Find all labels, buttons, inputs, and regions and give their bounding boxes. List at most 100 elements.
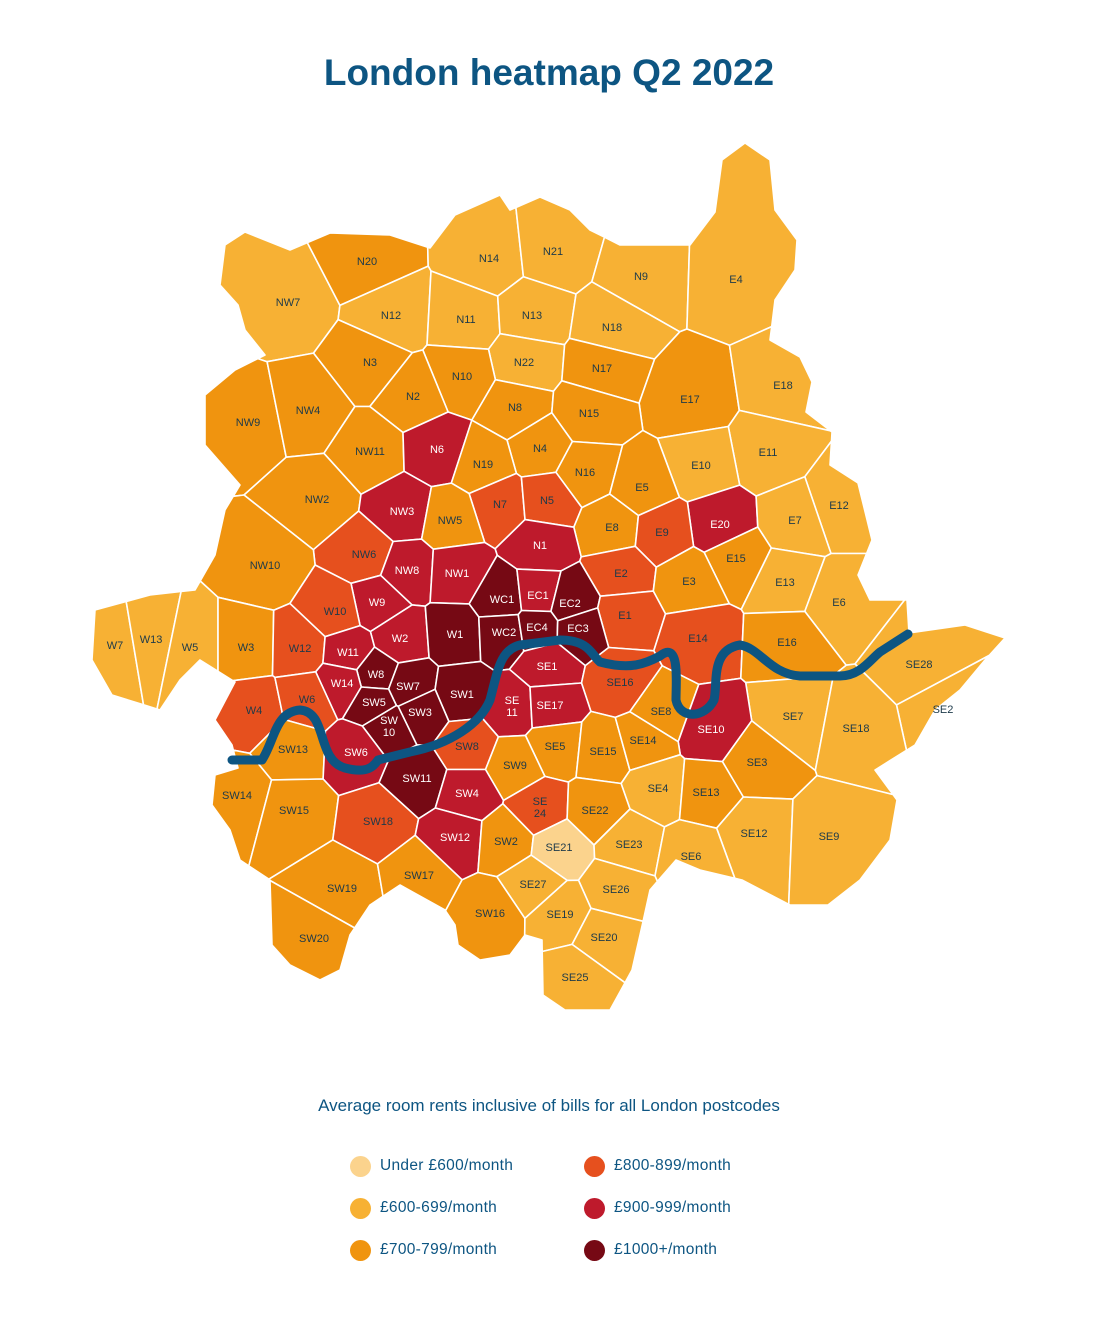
postcode-label: NW1 [445, 568, 469, 580]
legend-item: £600-699/month [350, 1196, 584, 1220]
postcode-area-sw14 [211, 749, 273, 867]
postcode-label: NW3 [390, 506, 414, 518]
postcode-label: E12 [829, 500, 849, 512]
postcode-label: SE27 [520, 879, 547, 891]
legend-label: £600-699/month [380, 1199, 498, 1216]
postcode-label: NW10 [250, 560, 281, 572]
postcode-label: SE26 [603, 884, 630, 896]
postcode-label: E16 [777, 637, 797, 649]
postcode-label: SE 11 [505, 695, 520, 719]
postcode-label: SE28 [906, 659, 933, 671]
legend-label: £700-799/month [380, 1241, 498, 1258]
postcode-label: W5 [182, 642, 199, 654]
postcode-label: SW12 [440, 832, 470, 844]
legend-label: £800-899/month [614, 1157, 732, 1174]
legend-item: £700-799/month [350, 1238, 584, 1262]
legend-swatch-icon [584, 1239, 605, 1261]
postcode-label: N17 [592, 363, 612, 375]
postcode-label: SE 24 [533, 796, 548, 820]
postcode-label: SW5 [362, 697, 386, 709]
postcode-area-se9 [787, 774, 898, 906]
postcode-area-w5 [156, 580, 219, 711]
postcode-label: E5 [635, 482, 648, 494]
postcode-label: N2 [406, 391, 420, 403]
postcode-label: N1 [533, 540, 547, 552]
postcode-label: SW15 [279, 805, 309, 817]
legend-swatch-icon [584, 1155, 605, 1177]
postcode-label: SE6 [681, 851, 702, 863]
postcode-label: E18 [773, 380, 793, 392]
postcode-label: SE12 [741, 828, 768, 840]
postcode-label: SE22 [582, 805, 609, 817]
postcode-label: EC2 [559, 598, 580, 610]
postcode-label: W10 [324, 606, 347, 618]
postcode-label: NW2 [305, 494, 329, 506]
postcode-label: N18 [602, 322, 622, 334]
postcode-label: NW9 [236, 417, 260, 429]
postcode-label: SW14 [222, 790, 252, 802]
postcode-area-se25 [541, 943, 626, 1011]
postcode-label: W3 [238, 642, 255, 654]
postcode-label: SE16 [607, 677, 634, 689]
postcode-label: SW8 [455, 741, 479, 753]
postcode-label: EC4 [526, 622, 547, 634]
postcode-label: N4 [533, 443, 547, 455]
postcode-label: SW6 [344, 747, 368, 759]
postcode-label: NW11 [355, 446, 385, 458]
postcode-label: N8 [508, 402, 522, 414]
postcode-label: SE21 [546, 842, 573, 854]
postcode-area-e4 [686, 142, 798, 347]
postcode-label: N22 [514, 357, 534, 369]
postcode-label: NW4 [296, 405, 320, 417]
postcode-label: E14 [688, 633, 708, 645]
postcode-label: SE3 [747, 757, 768, 769]
postcode-label: N21 [543, 246, 563, 258]
postcode-area-sw16 [444, 871, 526, 961]
legend-item: Under £600/month [350, 1154, 584, 1178]
postcode-label: SW4 [455, 788, 479, 800]
legend-label: £900-999/month [614, 1199, 732, 1216]
postcode-label: SW13 [278, 744, 308, 756]
postcode-label: W14 [331, 678, 354, 690]
postcode-label: N11 [456, 314, 475, 326]
postcode-label: SW3 [408, 707, 432, 719]
postcode-label: SW16 [475, 908, 505, 920]
postcode-label: N14 [479, 253, 499, 265]
postcode-label: SE2 [933, 704, 954, 716]
postcode-label: N6 [430, 444, 444, 456]
postcode-label: SE23 [616, 839, 643, 851]
postcode-label: E20 [710, 519, 730, 531]
postcode-label: SW18 [363, 816, 393, 828]
postcode-label: SE7 [783, 711, 804, 723]
postcode-label: SE25 [562, 972, 589, 984]
postcode-label: E7 [788, 515, 801, 527]
legend-swatch-icon [350, 1155, 371, 1177]
postcode-label: N9 [634, 271, 648, 283]
legend-swatch-icon [350, 1197, 371, 1219]
postcode-label: SW17 [404, 870, 434, 882]
postcode-label: E15 [726, 553, 746, 565]
postcode-label: N3 [363, 357, 377, 369]
london-postcode-map: NW7 N20 N14 N21 N9 E4 N12 N11 N13 N18 N3 N22 N17 E17 E… [91, 142, 1006, 1011]
legend: Under £600/month £800-899/month £600-699… [350, 1154, 784, 1262]
postcode-label: W6 [299, 694, 316, 706]
postcode-label: EC1 [527, 590, 548, 602]
postcode-label: SW 10 [380, 715, 398, 739]
postcode-label: SE18 [843, 723, 870, 735]
postcode-label: E13 [775, 577, 795, 589]
legend-swatch-icon [584, 1197, 605, 1219]
postcode-label: NW8 [395, 565, 419, 577]
postcode-labels: NW7 N20 N14 N21 N9 E4 N12 N11 N13 N18 N3 N22 N17 E17 E… [107, 246, 954, 984]
legend-label: Under £600/month [380, 1157, 514, 1174]
postcode-label: SE19 [547, 909, 574, 921]
postcode-label: N15 [579, 408, 599, 420]
postcode-label: NW7 [276, 297, 300, 309]
postcode-label: N19 [473, 459, 493, 471]
postcode-area-sw17 [376, 834, 463, 912]
postcode-label: W12 [289, 643, 312, 655]
postcode-label: NW5 [438, 515, 462, 527]
postcode-label: E11 [759, 447, 778, 459]
postcode-label: N7 [493, 499, 507, 511]
postcode-label: N10 [452, 371, 472, 383]
postcode-label: E3 [682, 576, 695, 588]
